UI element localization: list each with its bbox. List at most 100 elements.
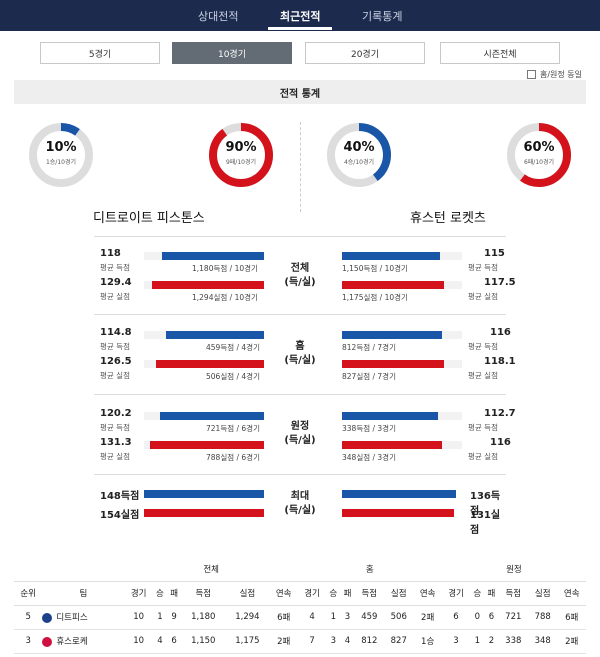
away-score-detail: 1,150득점 / 10경기 [342,264,408,273]
divider [94,314,506,315]
homeaway-toggle[interactable]: 홈/원정 동일 [526,69,582,80]
home-score-detail: 721득점 / 6경기 [206,424,260,433]
home-avg-allowed: 131.3 [100,437,132,448]
column-header: 연속 [413,581,442,606]
away-avg-allowed-label: 평균 실점 [468,371,498,380]
top-nav: 상대전적 최근전적 기록통계 [0,0,600,31]
home-loss-donut: 90% 9패/10경기 [208,122,274,188]
column-header: 패 [340,581,355,606]
home-score-bar [162,252,264,260]
stat-category-overall: 전체 (득/실) [280,262,320,290]
tab-head-to-head[interactable]: 상대전적 [198,10,239,23]
table-cell: 1 [326,605,341,630]
table-cell: 3 [14,629,43,654]
homeaway-checkbox[interactable] [526,70,536,79]
table-cell: 2 [484,629,499,654]
home-avg-score-label: 평균 득점 [100,342,130,351]
table-cell: 2패 [413,605,442,630]
away-max-score-bar [342,490,456,498]
away-allowed-bar [342,360,444,368]
column-header: 패 [484,581,499,606]
period-10-button[interactable]: 10경기 [172,42,292,64]
active-tab-indicator [268,27,332,30]
divider [94,394,506,395]
table-cell: 9 [167,605,182,630]
home-score-detail: 459득점 / 4경기 [206,343,260,352]
home-max-score: 148득점 [100,491,140,502]
table-cell: 459 [354,605,385,630]
table-cell: 6 [484,605,499,630]
table-cell: 2패 [269,629,298,654]
home-avg-score: 120.2 [100,408,132,419]
tab-recent[interactable]: 최근전적 [280,10,321,23]
team-logo-icon [42,636,53,647]
stat-block-away: 120.2 평균 득점 721득점 / 6경기 131.3 평균 실점 788실… [94,394,516,472]
team-divider [300,122,301,212]
category-label: 최대 [290,491,310,502]
home-team-name: 디트로이트 피스톤스 [93,211,205,226]
table-cell: 6패 [269,605,298,630]
table-cell: 4 [340,629,355,654]
period-5-button[interactable]: 5경기 [40,42,160,64]
table-row[interactable]: 5 디트피스 10 1 9 1,180 1,294 6패 4 1 3 459 506 2패 6 0 6 721 78… [14,605,586,630]
table-group-header-away: 원정 [441,557,586,582]
table-cell: 4 [297,605,327,630]
table-cell: 506 [384,605,414,630]
team-logo-icon [42,612,53,623]
home-max-score-bar [144,490,264,498]
away-win-ring [327,123,391,187]
table-group-header-empty [14,557,125,582]
home-allowed-detail: 1,294실점 / 10경기 [192,293,258,302]
table-cell: 812 [354,629,385,654]
table-cell: 2패 [557,629,586,654]
away-avg-allowed: 117.5 [484,277,516,288]
table-cell: 338 [498,629,528,654]
table-cell: 1,294 [225,605,270,630]
away-max-score: 136득점 [470,491,501,517]
period-season-button[interactable]: 시즌전체 [440,42,560,64]
table-cell: 6패 [557,605,586,630]
stat-block-max: 148득점 154실점 최대 (득/실) 136득점 131실점 [94,474,506,536]
away-allowed-detail: 827실점 / 7경기 [342,372,396,381]
team-cell: 디트피스 [42,605,125,630]
home-allowed-bar [150,441,264,449]
column-header: 패 [167,581,182,606]
column-header: 팀 [42,581,125,606]
table-cell: 348 [528,629,558,654]
column-header: 득점 [354,581,385,606]
table-cell: 10 [124,629,153,654]
category-sub: (득/실) [284,355,316,366]
table-cell: 1 [470,629,485,654]
away-avg-score-label: 평균 득점 [468,342,498,351]
away-avg-allowed-label: 평균 실점 [468,452,498,461]
donut-arc [209,123,273,187]
divider [94,236,506,237]
stat-category-away: 원정 (득/실) [280,420,320,448]
away-score-bar [342,331,442,339]
away-avg-score: 112.7 [484,408,516,419]
table-cell: 721 [498,605,528,630]
section-title: 전적 통계 [14,80,586,104]
category-sub: (득/실) [284,435,316,446]
tab-record-stats[interactable]: 기록통계 [362,10,403,23]
home-loss-ring [209,123,273,187]
home-win-sub: 1승/10경기 [45,159,77,166]
column-header: 승 [152,581,168,606]
home-max-allowed: 154실점 [100,510,140,521]
home-max-allowed-bar [144,509,264,517]
table-row[interactable]: 3 휴스로케 10 4 6 1,150 1,175 2패 7 3 4 812 827 1승 3 1 2 338 34… [14,629,586,654]
away-loss-pct: 60% [523,140,555,155]
column-header: 경기 [297,581,327,606]
away-loss-ring [507,123,571,187]
table-cell: 4 [152,629,168,654]
away-avg-score: 115 [484,248,505,259]
away-win-sub: 4승/10경기 [343,159,375,166]
table-body: 5 디트피스 10 1 9 1,180 1,294 6패 4 1 3 459 506 2패 6 0 6 721 78… [14,605,586,654]
home-avg-score-label: 평균 득점 [100,263,130,272]
away-allowed-detail: 1,175실점 / 10경기 [342,293,408,302]
home-avg-score-label: 평균 득점 [100,423,130,432]
standings-table: 전체 홈 원정 순위 팀 경기 승 패 득점 실점 연속 경기 승 패 득점 실점 연속 경기 승 패 득점 실점 연… [14,557,586,654]
table-cell: 1,180 [181,605,226,630]
period-20-button[interactable]: 20경기 [305,42,425,64]
column-header: 연속 [269,581,298,606]
